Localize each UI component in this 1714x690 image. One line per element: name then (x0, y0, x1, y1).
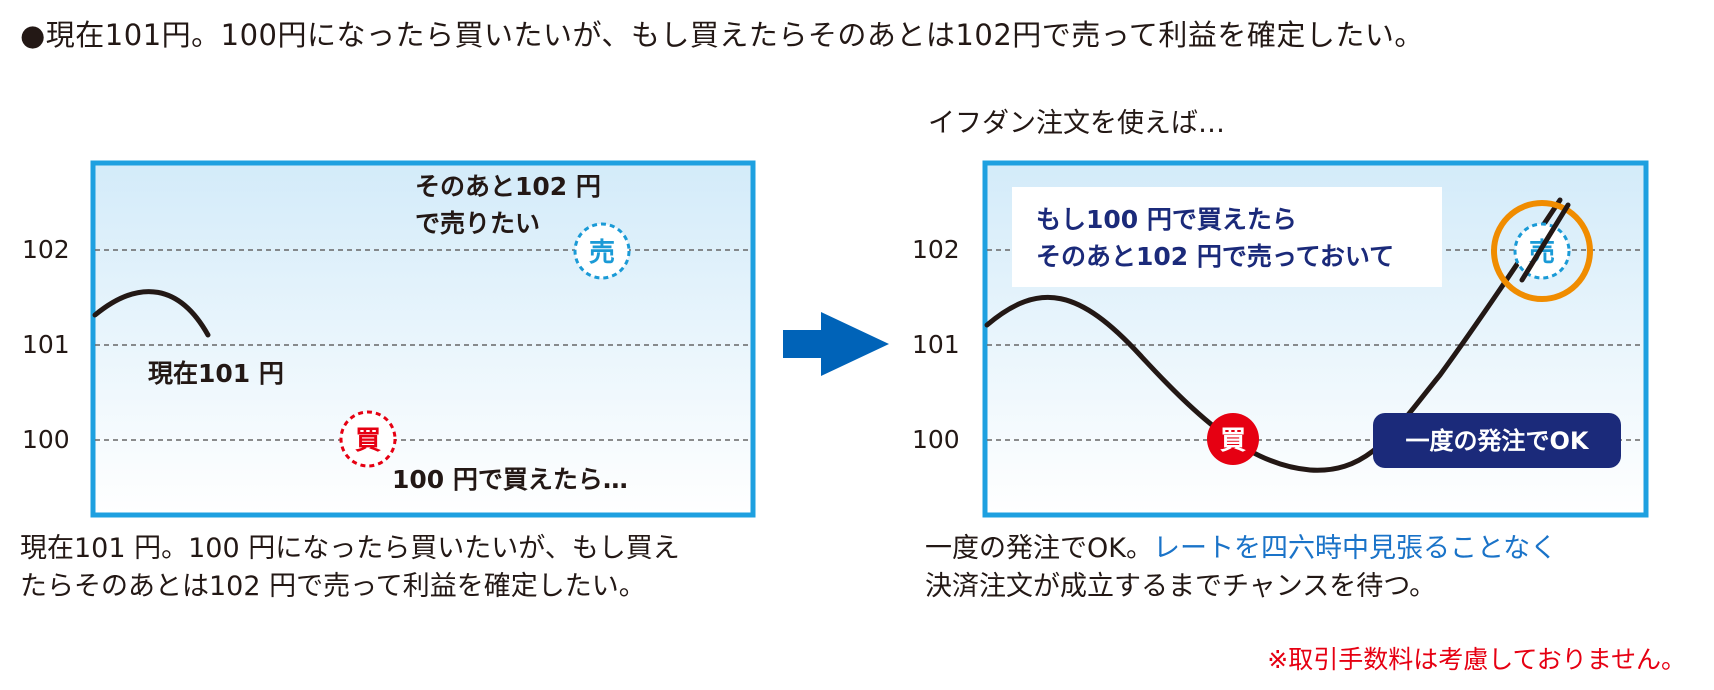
right-tick-101: 101 (912, 330, 960, 359)
headline: ●現在101円。100円になったら買いたいが、もし買えたらそのあとは102円で売… (20, 18, 1424, 52)
fee-disclaimer-note: ※取引手数料は考慮しておりません。 (1267, 645, 1686, 674)
left-sell-target-circle (573, 222, 631, 280)
right-caption-line2: 決済注文が成立するまでチャンスを待つ。 (925, 571, 1437, 602)
right-caption-line1-blue: レートを四六時中見張ることなく (1152, 533, 1558, 564)
left-tick-101: 101 (22, 330, 70, 359)
one-order-badge-label: 一度の発注でOK (1406, 427, 1590, 455)
left-tick-102: 102 (22, 235, 70, 264)
left-sell-wish-line1: そのあと102 円 (415, 172, 601, 201)
left-chart-frame (90, 160, 756, 518)
left-sell-wish-line2: で売りたい (415, 209, 540, 238)
transition-arrow-icon (783, 312, 889, 376)
left-caption-line2: たらそのあとは102 円で売って利益を確定したい。 (20, 571, 646, 602)
left-caption-line1: 現在101 円。100 円になったら買いたいが、もし買え (20, 533, 680, 564)
right-rate-curve-tip (1519, 202, 1571, 283)
right-caption-line1-black: 一度の発注でOK。 (925, 533, 1153, 564)
right-buy-dot (1207, 413, 1259, 465)
left-rate-curve (92, 289, 211, 338)
right-chart-panel: 102 101 100 もし100 円で買えたら そのあと102 円で売っておい… (912, 160, 1649, 518)
left-buy-mark: 買 (355, 426, 381, 456)
left-now-label: 現在101 円 (148, 359, 284, 388)
right-sell-highlight-ring (1491, 200, 1593, 302)
right-buy-mark: 買 (1220, 426, 1246, 456)
left-buy-condition: 100 円で買えたら… (392, 465, 628, 494)
speech-line2: そのあと102 円で売っておいて (1036, 242, 1394, 271)
right-caption-line1: 一度の発注でOK。レートを四六時中見張ることなく (925, 530, 1557, 568)
one-order-badge (1373, 413, 1621, 468)
right-tick-100: 100 (912, 425, 960, 454)
left-chart-panel: 102 101 100 現在101 円 そのあと102 円 で売りたい 売 買 … (22, 160, 756, 518)
left-tick-100: 100 (22, 425, 70, 454)
left-sell-mark: 売 (589, 238, 615, 268)
right-tick-102: 102 (912, 235, 960, 264)
left-buy-target-circle (339, 410, 397, 468)
speech-box (1012, 187, 1442, 287)
speech-line1: もし100 円で買えたら (1036, 205, 1297, 234)
right-panel-subhead: イフダン注文を使えば… (928, 108, 1225, 139)
right-rate-curve (984, 197, 1563, 473)
